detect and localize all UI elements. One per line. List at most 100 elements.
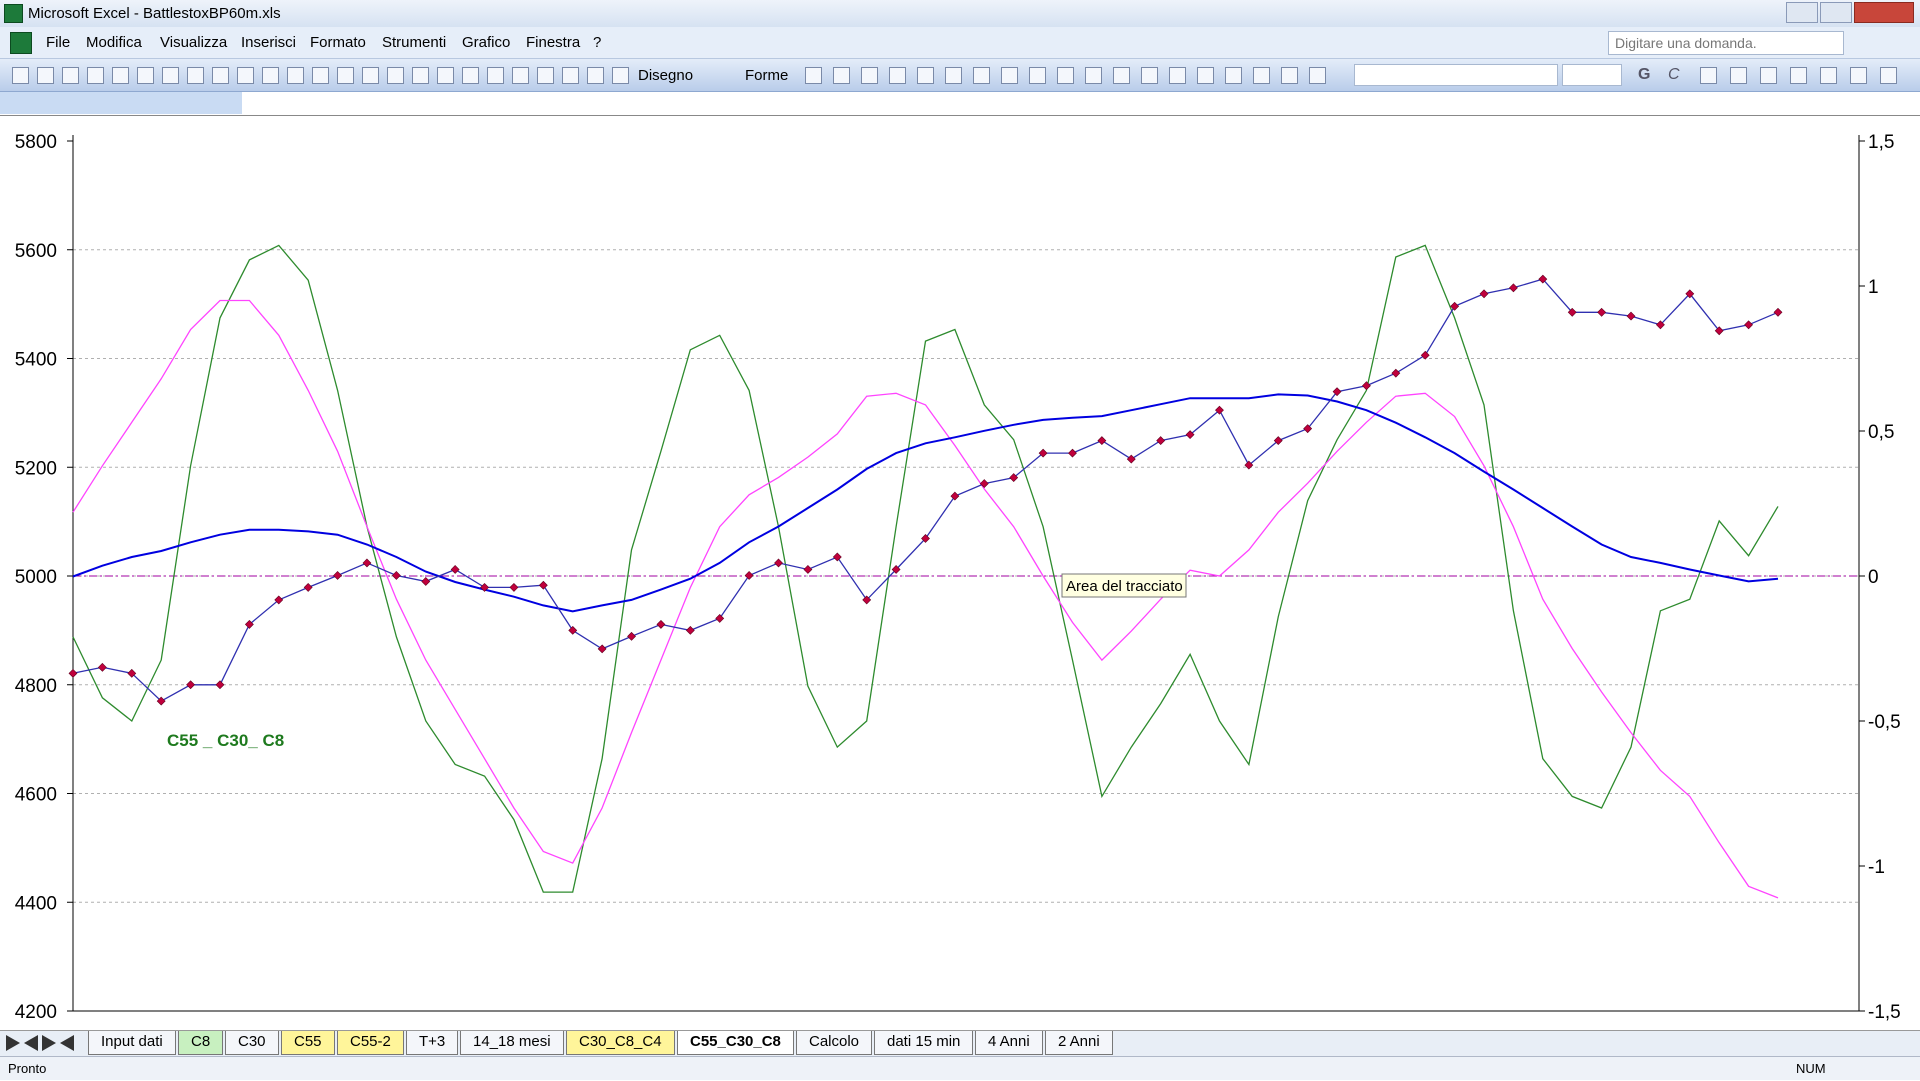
toolbar-button[interactable] bbox=[37, 67, 54, 84]
toolbar-button[interactable] bbox=[1880, 67, 1897, 84]
toolbar-button[interactable] bbox=[462, 67, 479, 84]
data-point bbox=[1332, 387, 1342, 397]
toolbar-button[interactable] bbox=[1820, 67, 1837, 84]
num-lock: NUM bbox=[1796, 1061, 1826, 1076]
toolbar-button[interactable] bbox=[137, 67, 154, 84]
tab-scroll[interactable] bbox=[42, 1035, 56, 1051]
toolbar-button[interactable] bbox=[1113, 67, 1130, 84]
toolbar-button[interactable] bbox=[1760, 67, 1777, 84]
sheet-tab[interactable]: T+3 bbox=[406, 1031, 459, 1055]
toolbar-button[interactable] bbox=[562, 67, 579, 84]
toolbar-button[interactable] bbox=[1253, 67, 1270, 84]
toolbar-button[interactable] bbox=[1225, 67, 1242, 84]
toolbar-button[interactable] bbox=[537, 67, 554, 84]
toolbar-button[interactable] bbox=[412, 67, 429, 84]
data-point bbox=[1685, 289, 1695, 299]
font-box[interactable] bbox=[1354, 64, 1558, 86]
sheet-tab[interactable]: dati 15 min bbox=[874, 1031, 974, 1055]
sheet-tab[interactable]: C30 bbox=[225, 1031, 279, 1055]
close-button[interactable] bbox=[1854, 2, 1914, 23]
tab-scroll[interactable] bbox=[24, 1035, 38, 1051]
toolbar-button[interactable] bbox=[437, 67, 454, 84]
toolbar-button[interactable] bbox=[112, 67, 129, 84]
title-bar: Microsoft Excel - BattlestoxBP60m.xls bbox=[0, 0, 1920, 27]
sheet-tab[interactable]: C30_C8_C4 bbox=[566, 1031, 675, 1055]
toolbar-button[interactable] bbox=[362, 67, 379, 84]
toolbar-button[interactable] bbox=[1085, 67, 1102, 84]
toolbar-button[interactable] bbox=[287, 67, 304, 84]
toolbar-button[interactable] bbox=[1057, 67, 1074, 84]
toolbar-button[interactable] bbox=[917, 67, 934, 84]
toolbar-button[interactable] bbox=[12, 67, 29, 84]
sheet-tab[interactable]: C55 bbox=[281, 1031, 335, 1055]
maximize-button[interactable] bbox=[1820, 2, 1852, 23]
name-box[interactable] bbox=[0, 92, 242, 114]
toolbar-button[interactable] bbox=[312, 67, 329, 84]
data-point bbox=[950, 491, 960, 501]
toolbar-button[interactable] bbox=[212, 67, 229, 84]
toolbar-button[interactable] bbox=[337, 67, 354, 84]
sheet-tab[interactable]: C55-2 bbox=[337, 1031, 404, 1055]
sheet-tab[interactable]: C8 bbox=[178, 1031, 224, 1055]
toolbar-button[interactable] bbox=[1790, 67, 1807, 84]
toolbar-button[interactable] bbox=[387, 67, 404, 84]
sheet-tab[interactable]: Calcolo bbox=[796, 1031, 873, 1055]
toolbar-button[interactable] bbox=[62, 67, 79, 84]
toolbar-button[interactable] bbox=[1169, 67, 1186, 84]
toolbar-button[interactable] bbox=[1309, 67, 1326, 84]
series-line bbox=[72, 299, 1779, 899]
size-box[interactable] bbox=[1562, 64, 1622, 86]
sheet-tab[interactable]: C55_C30_C8 bbox=[677, 1031, 794, 1055]
toolbar-button[interactable] bbox=[512, 67, 529, 84]
toolbar-button[interactable] bbox=[162, 67, 179, 84]
menu-item[interactable]: Visualizza bbox=[160, 34, 228, 51]
y-tick-label: 4600 bbox=[15, 785, 57, 806]
toolbar-button[interactable] bbox=[1001, 67, 1018, 84]
toolbar-button[interactable] bbox=[237, 67, 254, 84]
menu-item[interactable]: Finestra bbox=[526, 34, 581, 51]
toolbar-button[interactable] bbox=[1850, 67, 1867, 84]
toolbar-button[interactable] bbox=[1029, 67, 1046, 84]
toolbar-button[interactable] bbox=[889, 67, 906, 84]
toolbar-button[interactable] bbox=[1281, 67, 1298, 84]
toolbar-button[interactable] bbox=[262, 67, 279, 84]
menu-item[interactable]: ? bbox=[593, 34, 602, 51]
toolbar-button[interactable] bbox=[87, 67, 104, 84]
menu-item[interactable]: Modifica bbox=[86, 34, 142, 51]
y2-tick-label: -0,5 bbox=[1868, 712, 1901, 733]
menu-item[interactable]: Formato bbox=[310, 34, 366, 51]
toolbar-button[interactable] bbox=[861, 67, 878, 84]
toolbar-button[interactable] bbox=[973, 67, 990, 84]
toolbar-button[interactable] bbox=[612, 67, 629, 84]
sheet-tab[interactable]: 14_18 mesi bbox=[460, 1031, 564, 1055]
shapes-menu[interactable]: Forme bbox=[745, 67, 789, 84]
sheet-tab[interactable]: 2 Anni bbox=[1045, 1031, 1113, 1055]
toolbar-button[interactable] bbox=[487, 67, 504, 84]
toolbar-button[interactable] bbox=[1197, 67, 1214, 84]
menu-item[interactable]: Strumenti bbox=[382, 34, 447, 51]
help-box[interactable]: Digitare una domanda. bbox=[1608, 31, 1844, 55]
data-point bbox=[1362, 381, 1371, 391]
toolbar-button[interactable] bbox=[945, 67, 962, 84]
toolbar-button[interactable] bbox=[1730, 67, 1747, 84]
toolbar-button[interactable] bbox=[1141, 67, 1158, 84]
menu-item[interactable]: File bbox=[46, 34, 71, 51]
menu-item[interactable]: Grafico bbox=[462, 34, 511, 51]
bold-button[interactable]: G bbox=[1638, 66, 1651, 83]
menu-item[interactable]: Inserisci bbox=[241, 34, 297, 51]
data-point bbox=[597, 644, 607, 654]
toolbar-button[interactable] bbox=[1700, 67, 1717, 84]
minimize-button[interactable] bbox=[1786, 2, 1818, 23]
sheet-tab[interactable]: Input dati bbox=[88, 1031, 176, 1055]
italic-button[interactable]: C bbox=[1668, 66, 1680, 83]
toolbar-button[interactable] bbox=[805, 67, 822, 84]
sheet-tab[interactable]: 4 Anni bbox=[975, 1031, 1043, 1055]
tab-scroll[interactable] bbox=[6, 1035, 20, 1051]
tab-scroll[interactable] bbox=[60, 1035, 74, 1051]
toolbar-button[interactable] bbox=[833, 67, 850, 84]
toolbar-button[interactable] bbox=[187, 67, 204, 84]
data-point bbox=[656, 619, 666, 629]
toolbar-button[interactable] bbox=[587, 67, 604, 84]
y2-tick-label: -1 bbox=[1868, 857, 1885, 878]
drawing-menu[interactable]: Disegno bbox=[638, 67, 694, 84]
